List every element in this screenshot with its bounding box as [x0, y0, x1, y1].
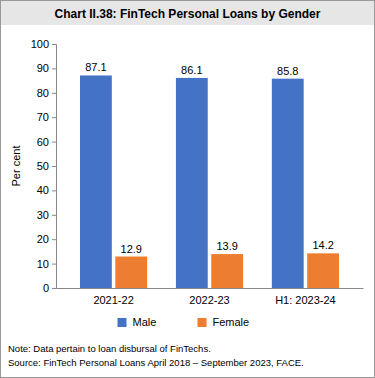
x-tick: H1: 2023-24: [275, 288, 336, 306]
y-tick-label: 60: [37, 136, 49, 148]
legend-label: Male: [133, 316, 157, 328]
y-tick-mark: [52, 44, 56, 45]
y-axis-line: [52, 45, 57, 289]
plot: 0 10 20 30 40 50 60 70 80 90 100 2021-22 2022-23 H1: …: [31, 38, 364, 306]
y-tick: 50: [37, 160, 56, 172]
y-tick-mark: [52, 215, 56, 216]
bars: [80, 75, 339, 288]
bar: [115, 257, 147, 288]
bar: [307, 253, 339, 288]
x-tick-label: 2021-22: [93, 294, 133, 306]
y-tick: 20: [37, 233, 56, 245]
data-label: 14.2: [312, 239, 333, 251]
bar: [80, 75, 112, 288]
y-tick: 40: [37, 184, 56, 196]
chart: Chart II.38: FinTech Personal Loans by G…: [0, 0, 375, 378]
annotation: Source: FinTech Personal Loans April 201…: [8, 357, 304, 368]
y-tick-label: 20: [37, 233, 49, 245]
y-tick-label: 10: [37, 258, 49, 270]
y-tick: 30: [37, 209, 56, 221]
annotation: Note: Data pertain to loan disbursal of …: [8, 343, 211, 354]
x-tick-label: H1: 2023-24: [275, 294, 336, 306]
x-tick: 2021-22: [93, 288, 133, 306]
y-tick-mark: [52, 239, 56, 240]
bar: [176, 78, 208, 288]
legend-item: Female: [198, 316, 250, 328]
bar: [211, 254, 243, 288]
title-band: [1, 1, 374, 25]
y-tick-mark: [52, 142, 56, 143]
y-tick: 10: [37, 258, 56, 270]
y-axis-title: Per cent: [10, 146, 22, 187]
y-tick-label: 30: [37, 209, 49, 221]
y-tick: 60: [37, 136, 56, 148]
data-labels: 87.1 86.1 85.8 12.9 13.9 14.2: [85, 61, 334, 254]
data-label: 87.1: [85, 61, 106, 73]
legend-item: Male: [118, 316, 157, 328]
y-tick: 80: [37, 87, 56, 99]
y-tick-mark: [52, 117, 56, 118]
legend-swatch: [118, 318, 127, 327]
legend-label: Female: [213, 316, 250, 328]
frame: [1, 1, 375, 378]
y-tick: 70: [37, 111, 56, 123]
data-label: 12.9: [121, 243, 142, 255]
y-tick: 0: [43, 282, 56, 294]
y-tick-mark: [52, 264, 56, 265]
y-tick-mark: [52, 190, 56, 191]
x-tick: 2022-23: [189, 288, 229, 306]
x-tick-label: 2022-23: [189, 294, 229, 306]
bar: [272, 79, 304, 288]
data-label: 85.8: [277, 65, 298, 77]
x-axis-line: [57, 288, 364, 289]
y-tick: 100: [31, 38, 56, 50]
y-tick-label: 90: [37, 62, 49, 74]
y-tick-label: 80: [37, 87, 49, 99]
y-tick: 90: [37, 62, 56, 74]
x-axis: 2021-22 2022-23 H1: 2023-24: [57, 288, 364, 306]
y-tick-label: 0: [43, 282, 49, 294]
title: Chart II.38: FinTech Personal Loans by G…: [55, 7, 321, 21]
y-axis: 0 10 20 30 40 50 60 70 80 90 100: [31, 38, 57, 294]
legend: Male Female: [118, 316, 250, 328]
y-tick-mark: [52, 93, 56, 94]
y-tick-mark: [52, 166, 56, 167]
data-label: 13.9: [216, 240, 237, 252]
y-tick-label: 50: [37, 160, 49, 172]
legend-swatch: [198, 318, 207, 327]
y-tick-mark: [52, 288, 56, 289]
y-tick-label: 70: [37, 111, 49, 123]
y-tick-label: 100: [31, 38, 49, 50]
y-tick-mark: [52, 68, 56, 69]
data-label: 86.1: [181, 64, 202, 76]
y-tick-label: 40: [37, 184, 49, 196]
